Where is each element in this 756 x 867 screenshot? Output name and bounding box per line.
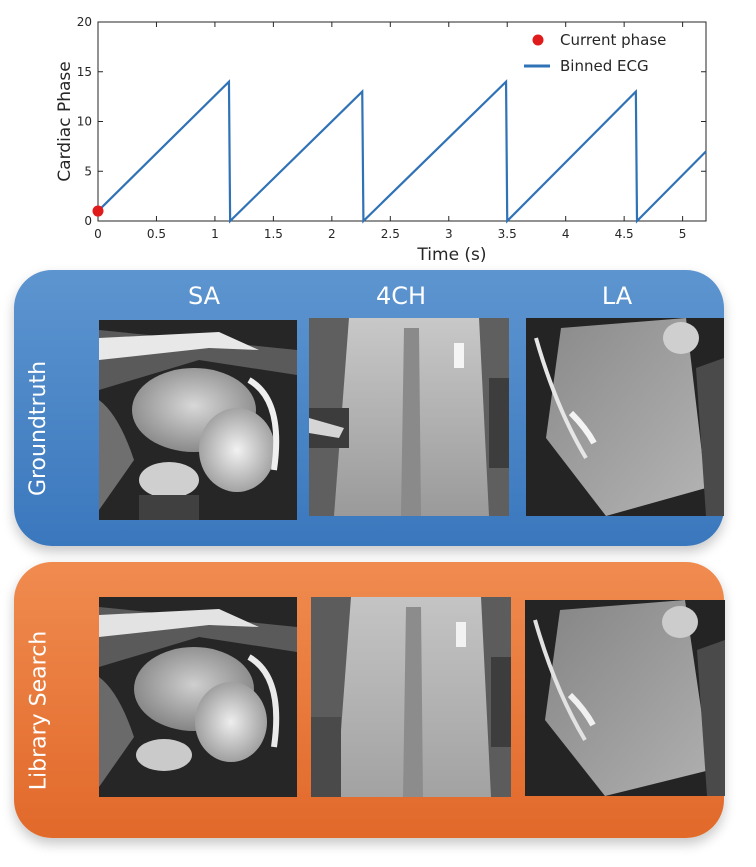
- x-tick-label: 4.5: [615, 227, 634, 241]
- mri-groundtruth-la: [526, 318, 724, 516]
- x-tick-label: 1.5: [264, 227, 283, 241]
- x-tick-label: 2.5: [381, 227, 400, 241]
- x-axis-label: Time (s): [416, 245, 486, 265]
- y-tick-label: 5: [84, 164, 92, 178]
- y-tick-label: 15: [77, 65, 92, 79]
- column-header-sa: SA: [187, 282, 221, 310]
- y-tick-label: 10: [77, 115, 92, 129]
- mri-groundtruth-4ch: [309, 318, 509, 516]
- groundtruth-panel: Groundtruth SA 4CH LA: [14, 270, 724, 546]
- library-search-panel: Library Search: [14, 562, 725, 838]
- x-tick-label: 0: [94, 227, 102, 241]
- x-tick-label: 3.5: [498, 227, 517, 241]
- chart-canvas: 0 0.5 1 1.5 2 2.5 3 3.5 4 4.5 5 0 5 10 15 20 Time (s) Car…: [55, 15, 707, 265]
- mri-library-la: [525, 600, 725, 796]
- mri-groundtruth-sa: [99, 320, 297, 520]
- series-line-binned-ecg: [97, 79, 707, 224]
- y-tick-label: 20: [77, 15, 92, 29]
- groundtruth-row-label: Groundtruth: [26, 360, 52, 496]
- x-tick-label: 1: [211, 227, 219, 241]
- x-tick-label: 5: [679, 227, 687, 241]
- library-search-row-label: Library Search: [26, 630, 52, 790]
- x-tick-label: 3: [445, 227, 453, 241]
- legend-marker-current-phase: [532, 34, 544, 46]
- x-tick-label: 2: [328, 227, 336, 241]
- cardiac-phase-chart: 0 0.5 1 1.5 2 2.5 3 3.5 4 4.5 5 0 5 10 15 20 Time (s) Car…: [0, 0, 756, 268]
- mri-library-sa: [99, 597, 297, 797]
- x-tick-label: 4: [562, 227, 570, 241]
- column-header-4ch: 4CH: [375, 282, 427, 310]
- y-tick-label: 0: [84, 214, 92, 228]
- column-header-la: LA: [601, 282, 633, 310]
- current-phase-point: [92, 205, 104, 217]
- x-tick-label: 0.5: [147, 227, 166, 241]
- legend-label: Binned ECG: [560, 57, 649, 75]
- mri-library-4ch: [311, 597, 511, 797]
- legend-label: Current phase: [560, 31, 666, 49]
- y-axis-label: Cardiac Phase: [55, 61, 75, 181]
